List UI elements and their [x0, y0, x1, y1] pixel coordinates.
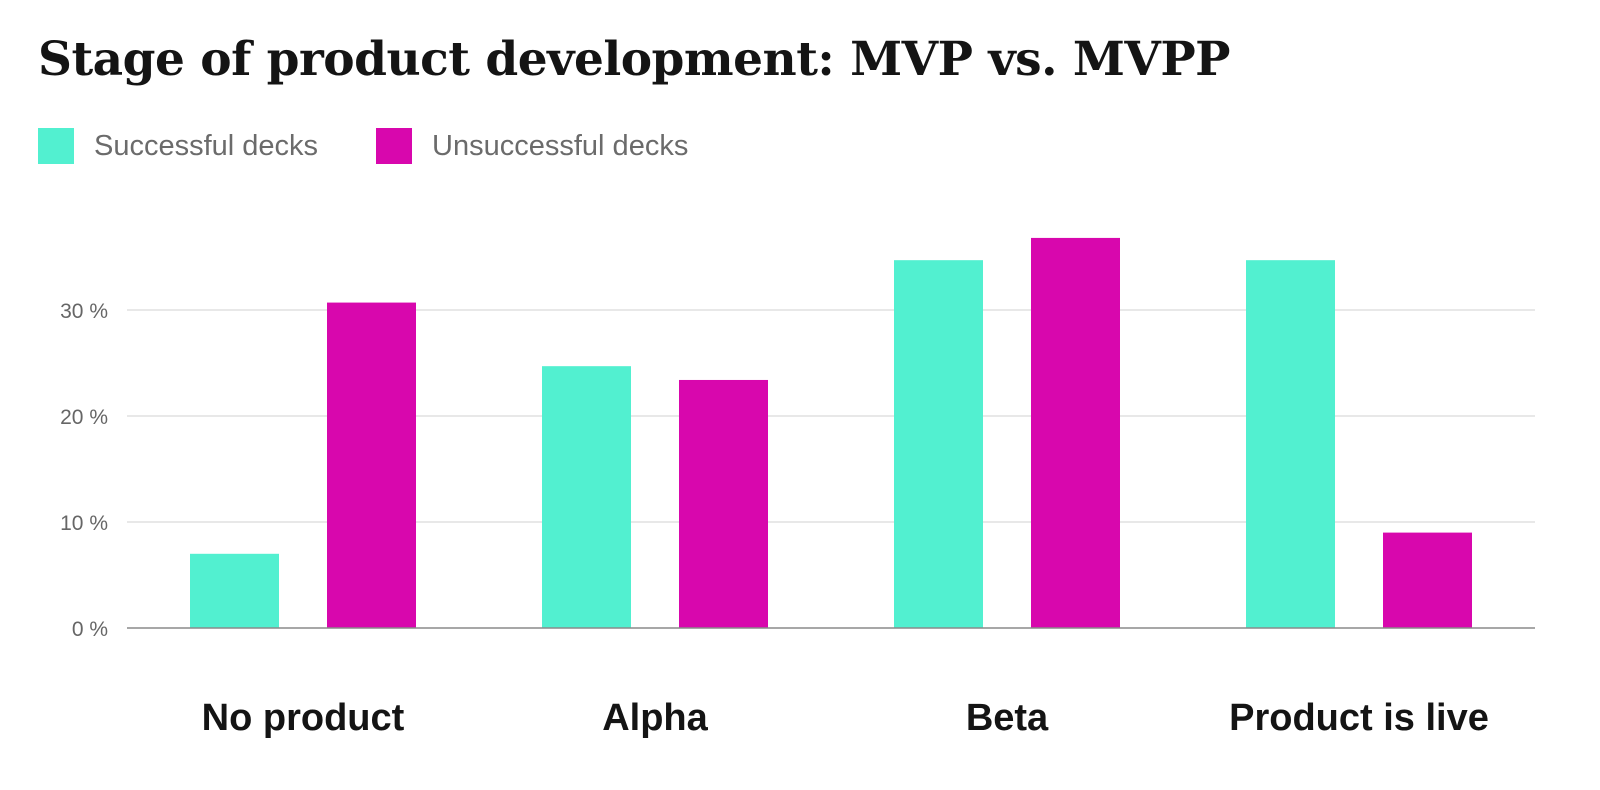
- legend-swatch-unsuccessful: [376, 128, 413, 164]
- legend-label-unsuccessful: Unsuccessful decks: [432, 129, 689, 162]
- category-label: Product is live: [1229, 697, 1489, 739]
- y-axis-ticks: 0 % 10 % 20 % 30 %: [60, 300, 108, 641]
- category-label: Alpha: [602, 697, 708, 739]
- bar-unsuccessful: [1031, 237, 1120, 629]
- legend-item-unsuccessful: Unsuccessful decks: [376, 128, 688, 164]
- bar-successful: [190, 553, 279, 628]
- bar-unsuccessful: [327, 302, 416, 628]
- bar-unsuccessful: [679, 379, 768, 628]
- y-tick-label: 10 %: [60, 512, 108, 535]
- bar-successful: [542, 366, 631, 628]
- category-label: Beta: [966, 697, 1049, 739]
- bar-successful: [894, 260, 983, 628]
- bars: [190, 237, 1472, 629]
- legend-item-successful: Successful decks: [38, 128, 318, 164]
- bar-unsuccessful: [1383, 532, 1472, 628]
- y-tick-label: 20 %: [60, 406, 108, 429]
- legend-swatch-successful: [38, 128, 74, 164]
- x-axis-categories: No product Alpha Beta Product is live: [202, 697, 1489, 739]
- legend: Successful decks Unsuccessful decks: [38, 128, 688, 164]
- bar-successful: [1246, 260, 1335, 628]
- y-tick-label: 30 %: [60, 300, 108, 323]
- legend-label-successful: Successful decks: [94, 129, 319, 162]
- y-tick-label: 0 %: [72, 618, 108, 641]
- chart-title: Stage of product development: MVP vs. MV…: [38, 32, 1231, 87]
- category-label: No product: [202, 697, 405, 739]
